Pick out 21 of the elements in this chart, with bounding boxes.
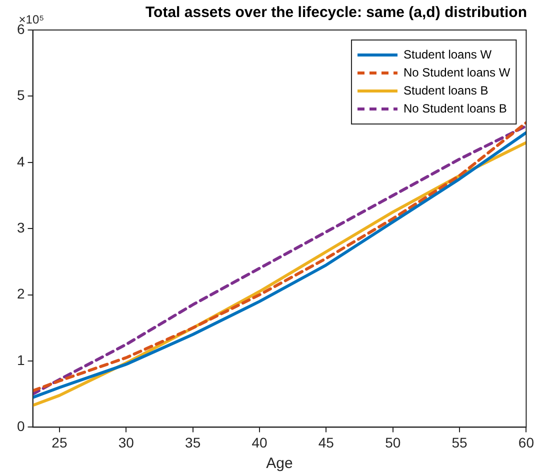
y-tick-label: 5 [16,87,25,104]
y-tick-label: 1 [16,352,25,368]
y-tick-label: 3 [16,219,25,236]
x-axis-title: Age [266,455,293,472]
legend-label: No Student loans B [403,101,507,116]
legend-label: Student loans B [403,83,488,98]
y-tick-label: 0 [16,418,25,434]
chart-title: Total assets over the lifecycle: same (a,d) distribution [146,4,527,22]
y-tick-label: 6 [16,20,25,37]
legend-label: Student loans W [403,47,492,62]
x-tick-label: 30 [118,434,134,450]
x-tick-label: 25 [52,434,68,450]
legend-label: No Student loans W [403,65,511,80]
x-tick-label: 50 [385,434,401,450]
x-tick-label: 45 [318,434,334,450]
x-tick-label: 35 [185,434,201,450]
y-tick-label: 2 [16,286,25,302]
x-tick-label: 40 [252,434,268,450]
y-tick-label: 4 [16,153,25,170]
x-tick-label: 60 [518,434,534,450]
x-tick-label: 55 [452,434,468,450]
